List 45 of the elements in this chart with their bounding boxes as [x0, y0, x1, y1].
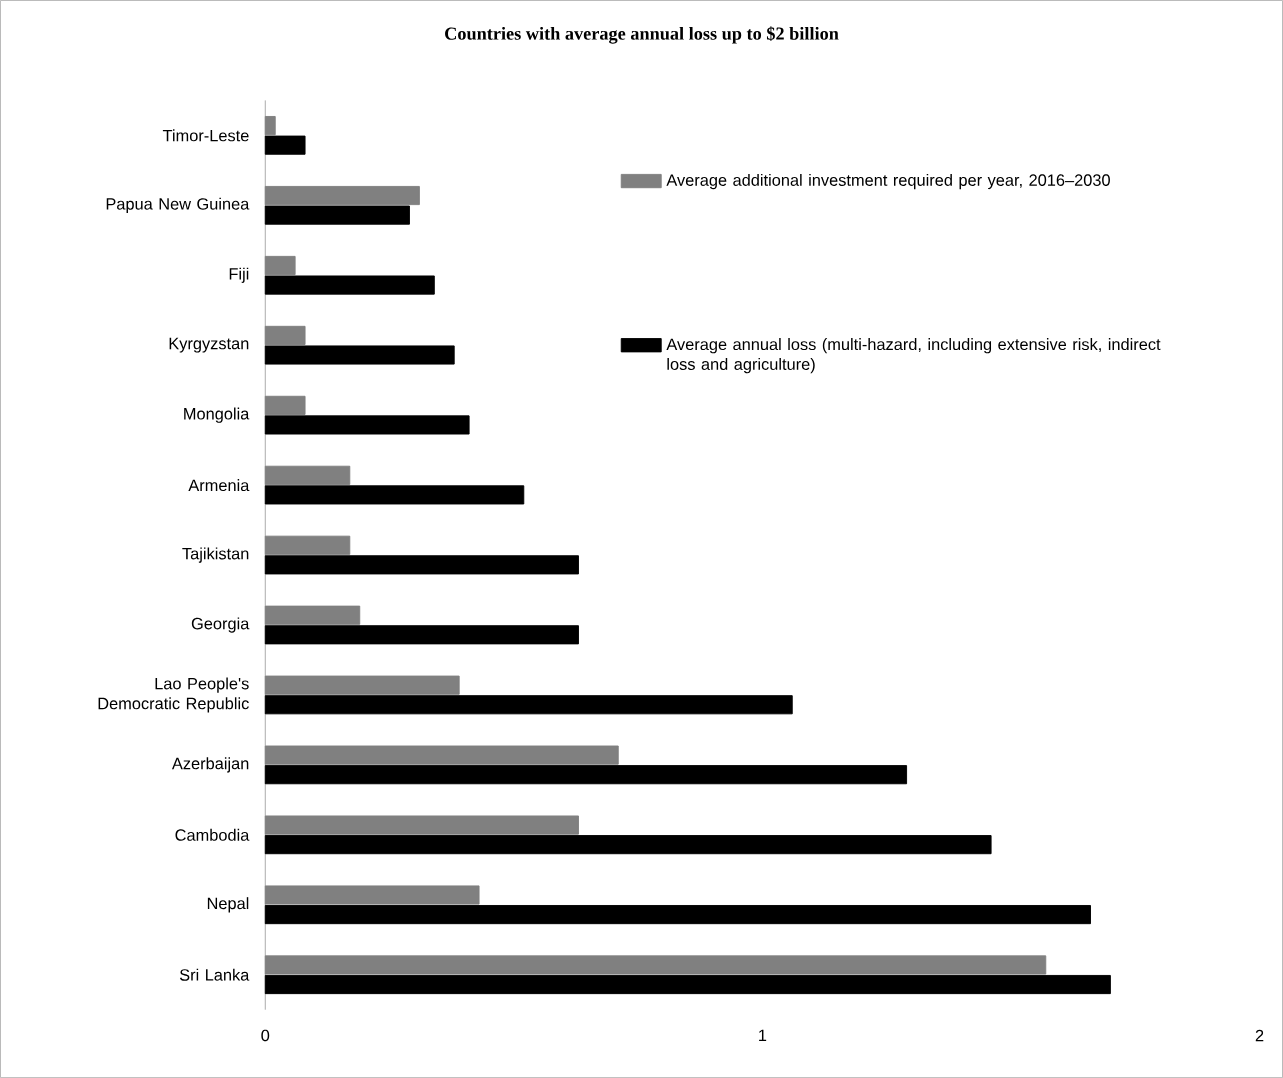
bar [264, 185, 420, 206]
bar [264, 255, 296, 275]
bar [264, 555, 579, 575]
bar [264, 904, 1091, 925]
y-tick-label: Timor-Leste [162, 129, 249, 142]
bar [264, 535, 351, 555]
bar [264, 835, 992, 855]
y-tick-label: Azerbaijan [171, 757, 249, 773]
bar [264, 135, 306, 155]
legend-label: Average annual loss (multi-hazard, including extensive risk, indirect loss and agriculture) [666, 338, 1161, 374]
bar [264, 815, 579, 835]
bar [264, 115, 276, 136]
bar [264, 345, 455, 365]
y-tick-label: Mongolia [184, 407, 250, 423]
y-tick-label: Fiji [229, 267, 249, 283]
bar [264, 974, 1111, 995]
bar [264, 325, 306, 345]
bar [264, 605, 361, 625]
bar [264, 415, 470, 435]
bar [264, 395, 306, 415]
y-tick-label: Lao People's Democratic Republic [98, 677, 249, 713]
bar [264, 695, 793, 715]
bar [264, 465, 351, 485]
legend-label: Average additional investment required per year, 2016–2030 [666, 173, 1110, 190]
x-tick-label: 1 [759, 1029, 767, 1041]
y-tick-label: Papua New Guinea [106, 197, 250, 213]
y-tick-label: Cambodia [175, 828, 250, 841]
bar [264, 275, 435, 295]
y-tick-label: Sri Lanka [179, 968, 250, 981]
x-tick-label: 0 [261, 1029, 270, 1042]
bar [264, 765, 908, 785]
x-tick-label: 2 [1255, 1029, 1264, 1042]
bar [264, 745, 619, 765]
y-tick-label: Georgia [191, 617, 250, 633]
y-tick-label: Kyrgyzstan [169, 337, 249, 353]
y-tick-label: Tajikistan [182, 547, 249, 563]
bar [264, 625, 579, 645]
y-tick-label: Nepal [207, 897, 249, 913]
bar [264, 675, 460, 695]
bar [264, 485, 525, 505]
chart-title: Countries with average annual loss up to $2 billion [445, 26, 839, 44]
y-tick-label: Armenia [188, 479, 250, 492]
bar [264, 205, 410, 225]
bar [264, 955, 1047, 975]
bar [264, 885, 480, 905]
